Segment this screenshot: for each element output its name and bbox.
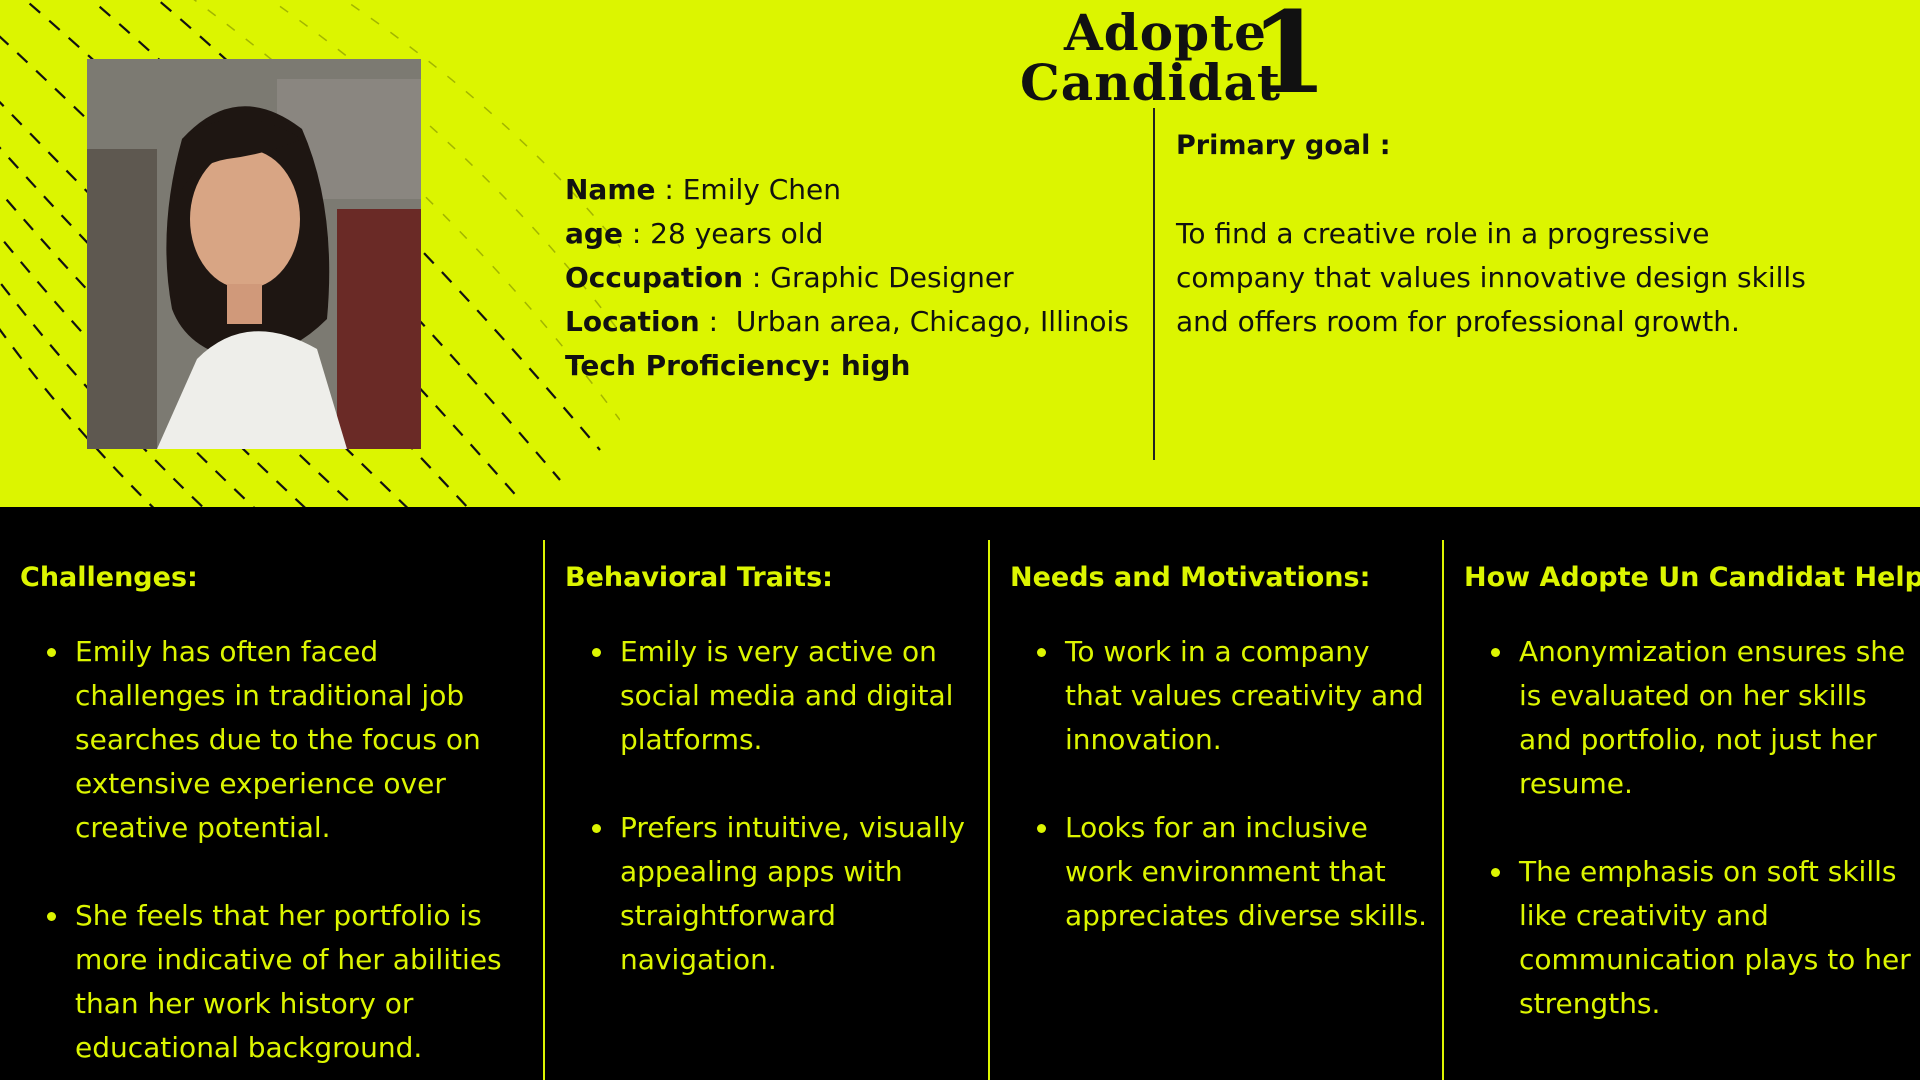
column-title: How Adopte Un Candidat Helps: [1464, 562, 1920, 593]
challenges-column: Challenges: Emily has often faced challe… [20, 540, 520, 1080]
profile-section: Adopte Candidat 1 Name : Emily Chen age … [0, 0, 1920, 507]
section-divider [1153, 108, 1155, 460]
tech-proficiency: Tech Proficiency: high [565, 349, 911, 382]
tech-row: Tech Proficiency: high [565, 344, 1129, 388]
column-title: Behavioral Traits: [565, 562, 833, 593]
name-value: Emily Chen [682, 173, 841, 206]
logo-word-adopte: Adopte [1064, 3, 1267, 62]
list-item: She feels that her portfolio is more ind… [47, 894, 520, 1070]
brand-logo: Adopte Candidat 1 [1018, 0, 1328, 112]
logo-numeral: 1 [1250, 0, 1328, 119]
behavioral-traits-column: Behavioral Traits: Emily is very active … [565, 540, 965, 1080]
occupation-label: Occupation [565, 261, 744, 294]
how-it-helps-column: How Adopte Un Candidat Helps: Anonymizat… [1464, 540, 1920, 1080]
column-divider [988, 540, 990, 1080]
list-item: Anonymization ensures she is evaluated o… [1491, 630, 1914, 806]
location-row: Location : Urban area, Chicago, Illinois [565, 305, 1129, 338]
candidate-photo [87, 59, 421, 449]
list-item: Emily has often faced challenges in trad… [47, 630, 520, 850]
list-item: To work in a company that values creativ… [1037, 630, 1430, 762]
primary-goal: Primary goal : To find a creative role i… [1176, 124, 1816, 344]
goal-text: To find a creative role in a progressive… [1176, 217, 1806, 338]
bullet-list: Emily has often faced challenges in trad… [20, 630, 520, 1070]
age-label: age [565, 217, 623, 250]
age-row: age : 28 years old [565, 217, 824, 250]
occupation-value: Graphic Designer [770, 261, 1014, 294]
column-divider [543, 540, 545, 1080]
occupation-row: Occupation : Graphic Designer [565, 261, 1014, 294]
column-divider [1442, 540, 1444, 1080]
profile-info: Name : Emily Chen age : 28 years old Occ… [565, 168, 1129, 388]
name-row: Name : Emily Chen [565, 173, 841, 206]
column-title: Challenges: [20, 562, 198, 593]
list-item: Prefers intuitive, visually appealing ap… [592, 806, 965, 982]
column-title: Needs and Motivations: [1010, 562, 1371, 593]
location-value: Urban area, Chicago, Illinois [735, 305, 1129, 338]
list-item: Looks for an inclusive work environment … [1037, 806, 1430, 938]
age-value: 28 years old [650, 217, 824, 250]
bullet-list: Emily is very active on social media and… [565, 630, 965, 982]
goal-title: Primary goal : [1176, 130, 1391, 161]
bullet-list: To work in a company that values creativ… [1010, 630, 1430, 938]
list-item: Emily is very active on social media and… [592, 630, 965, 762]
list-item: The emphasis on soft skills like creativ… [1491, 850, 1914, 1026]
portrait-illustration [87, 59, 421, 449]
bullet-list: Anonymization ensures she is evaluated o… [1464, 630, 1914, 1026]
name-label: Name [565, 173, 656, 206]
location-label: Location [565, 305, 700, 338]
logo-word-candidat: Candidat [1020, 53, 1281, 112]
needs-motivations-column: Needs and Motivations: To work in a comp… [1010, 540, 1430, 1080]
